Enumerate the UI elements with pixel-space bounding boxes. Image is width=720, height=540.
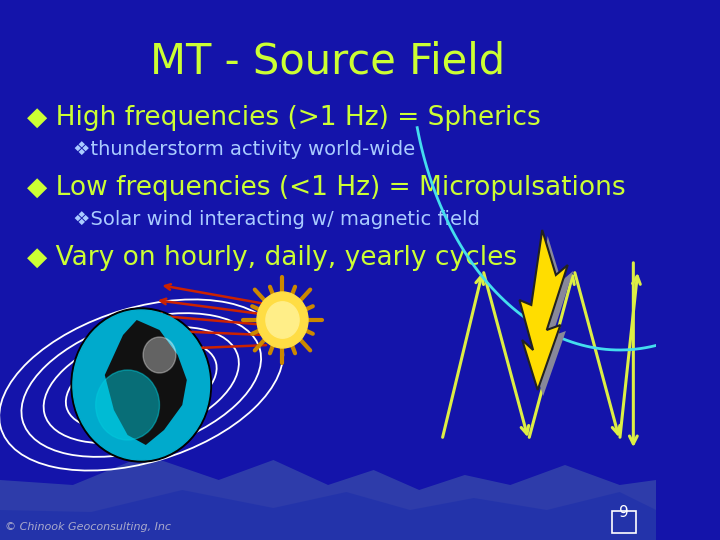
Circle shape [266, 302, 299, 338]
Polygon shape [525, 236, 573, 396]
Circle shape [73, 310, 210, 460]
Text: ❖thunderstorm activity world-wide: ❖thunderstorm activity world-wide [73, 140, 415, 159]
Text: 9: 9 [619, 505, 629, 520]
Polygon shape [105, 320, 186, 445]
Text: MT - Source Field: MT - Source Field [150, 40, 505, 82]
Polygon shape [0, 490, 656, 540]
Circle shape [96, 370, 159, 440]
Circle shape [257, 292, 308, 348]
Polygon shape [519, 230, 568, 390]
Circle shape [143, 337, 176, 373]
Text: ◆ Vary on hourly, daily, yearly cycles: ◆ Vary on hourly, daily, yearly cycles [27, 245, 518, 271]
Polygon shape [0, 455, 656, 540]
Text: ◆ Low frequencies (<1 Hz) = Micropulsations: ◆ Low frequencies (<1 Hz) = Micropulsati… [27, 175, 626, 201]
Circle shape [71, 308, 212, 462]
Text: ◆ High frequencies (>1 Hz) = Spherics: ◆ High frequencies (>1 Hz) = Spherics [27, 105, 541, 131]
Text: © Chinook Geoconsulting, Inc: © Chinook Geoconsulting, Inc [4, 522, 171, 532]
Text: ❖Solar wind interacting w/ magnetic field: ❖Solar wind interacting w/ magnetic fiel… [73, 210, 480, 229]
